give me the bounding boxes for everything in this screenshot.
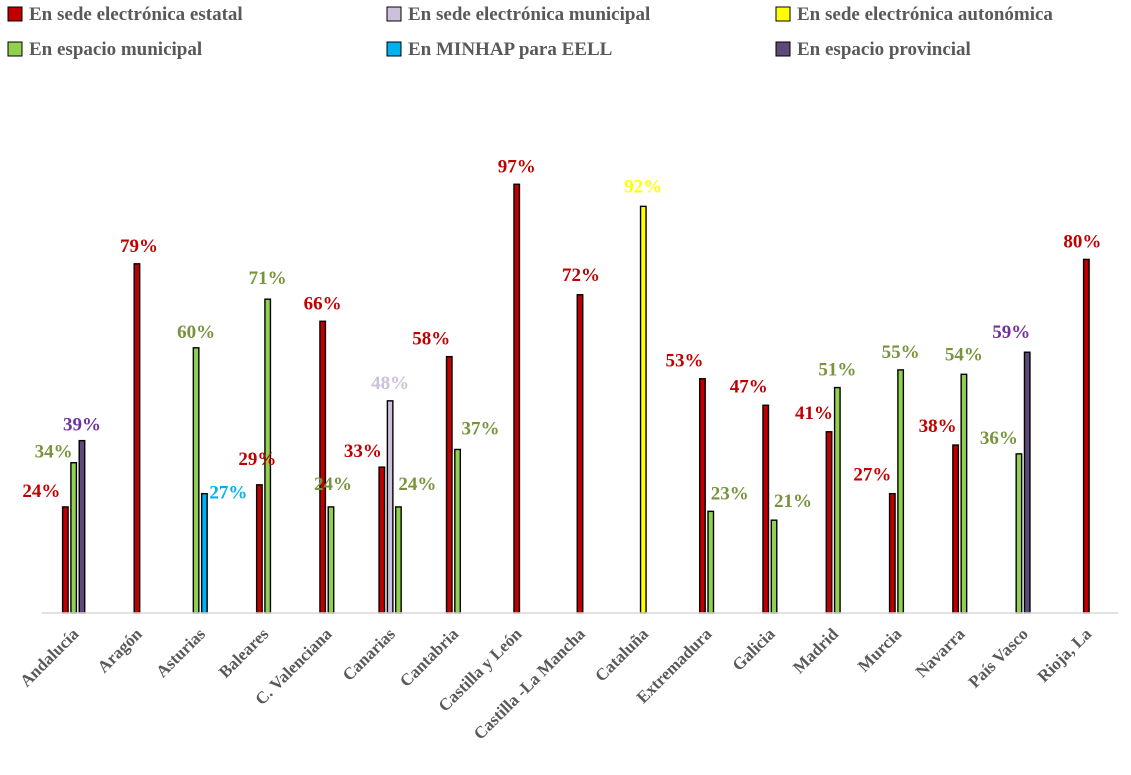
category-label-castilla-la-mancha: Castilla -La Mancha xyxy=(470,624,589,743)
data-label-andalucia-en-sede-electronica-estatal: 24% xyxy=(22,481,60,502)
bar-extremadura-en-sede-electronica-estatal xyxy=(698,378,706,614)
category-label-asturias: Asturias xyxy=(152,624,209,681)
data-label-cantabria-en-espacio-municipal: 37% xyxy=(462,418,500,439)
data-label-canarias-en-sede-electronica-estatal: 33% xyxy=(344,441,382,462)
data-label-madrid-en-espacio-municipal: 51% xyxy=(818,360,856,381)
bar-canarias-en-sede-electronica-municipal xyxy=(386,400,394,614)
bar-navarra-en-espacio-municipal xyxy=(960,373,968,614)
data-label-pais-vasco-en-espacio-municipal: 36% xyxy=(980,428,1018,449)
category-label-rioja-la: Rioja, La xyxy=(1034,624,1096,686)
data-label-pais-vasco-en-espacio-provincial: 59% xyxy=(992,322,1030,343)
legend-label-en-espacio-provincial: En espacio provincial xyxy=(797,39,971,60)
bar-asturias-en-minhap-para-eell xyxy=(200,492,208,614)
data-label-navarra-en-sede-electronica-estatal: 38% xyxy=(919,416,957,437)
data-label-c-valenciana-en-espacio-municipal: 24% xyxy=(314,474,352,495)
category-label-andalucia: Andalucía xyxy=(16,624,83,691)
data-label-castilla-y-leon-en-sede-electronica-estatal: 97% xyxy=(498,156,536,177)
data-label-aragon-en-sede-electronica-estatal: 79% xyxy=(120,236,158,257)
bar-murcia-en-sede-electronica-estatal xyxy=(888,492,896,614)
data-label-andalucia-en-espacio-provincial: 39% xyxy=(63,415,101,436)
bar-cataluna-en-sede-electronica-autonomica xyxy=(639,205,647,614)
data-label-murcia-en-sede-electronica-estatal: 27% xyxy=(853,465,891,486)
category-label-cantabria: Cantabria xyxy=(396,624,463,691)
bar-pais-vasco-en-espacio-provincial xyxy=(1023,351,1031,614)
data-label-navarra-en-espacio-municipal: 54% xyxy=(945,344,983,365)
data-label-galicia-en-espacio-municipal: 21% xyxy=(774,491,812,512)
data-label-asturias-en-minhap-para-eell: 27% xyxy=(209,483,247,504)
bar-rioja-la-en-sede-electronica-estatal xyxy=(1082,258,1090,614)
bar-aragon-en-sede-electronica-estatal xyxy=(133,263,141,614)
data-label-castilla-la-mancha-en-sede-electronica-estatal: 72% xyxy=(562,265,600,286)
bar-andalucia-en-espacio-municipal xyxy=(70,462,78,614)
data-label-andalucia-en-espacio-municipal: 34% xyxy=(35,442,73,463)
legend-swatch-en-sede-electronica-municipal xyxy=(386,6,402,22)
bar-canarias-en-espacio-municipal xyxy=(394,506,402,614)
bar-cantabria-en-sede-electronica-estatal xyxy=(445,355,453,614)
legend-swatch-en-sede-electronica-autonomica xyxy=(775,6,791,22)
category-label-pais-vasco: País Vasco xyxy=(965,624,1032,691)
bar-c-valenciana-en-espacio-municipal xyxy=(327,506,335,614)
bar-canarias-en-sede-electronica-estatal xyxy=(378,466,386,614)
data-label-canarias-en-sede-electronica-municipal: 48% xyxy=(371,373,409,394)
bar-baleares-en-sede-electronica-estatal xyxy=(255,484,263,614)
bar-asturias-en-espacio-municipal xyxy=(192,347,200,614)
bar-madrid-en-espacio-municipal xyxy=(833,386,841,614)
data-label-extremadura-en-sede-electronica-estatal: 53% xyxy=(665,351,703,372)
legend-swatch-en-espacio-provincial xyxy=(775,41,791,57)
category-label-galicia: Galicia xyxy=(729,624,780,675)
bar-extremadura-en-espacio-municipal xyxy=(707,510,715,614)
bar-murcia-en-espacio-municipal xyxy=(897,369,905,614)
data-label-canarias-en-espacio-municipal: 24% xyxy=(398,474,436,495)
data-label-extremadura-en-espacio-municipal: 23% xyxy=(711,483,749,504)
data-label-murcia-en-espacio-municipal: 55% xyxy=(882,342,920,363)
bar-castilla-la-mancha-en-sede-electronica-estatal xyxy=(576,294,584,614)
legend-swatch-en-sede-electronica-estatal xyxy=(7,6,23,22)
chart-data-labels: 24% 34% 39% 79% 60% 27% 29% 71% 66% 24% 33% 48% 24% 5… xyxy=(22,156,1101,512)
bar-galicia-en-sede-electronica-estatal xyxy=(762,404,770,614)
legend-label-en-sede-electronica-autonomica: En sede electrónica autonómica xyxy=(797,4,1053,25)
category-label-murcia: Murcia xyxy=(854,624,906,676)
data-label-cataluna-en-sede-electronica-autonomica: 92% xyxy=(624,176,662,197)
bar-andalucia-en-sede-electronica-estatal xyxy=(61,506,69,614)
data-label-galicia-en-sede-electronica-estatal: 47% xyxy=(730,376,768,397)
category-label-aragon: Aragón xyxy=(94,624,147,677)
bar-navarra-en-sede-electronica-estatal xyxy=(952,444,960,614)
data-label-asturias-en-espacio-municipal: 60% xyxy=(177,322,215,343)
legend-label-en-minhap-para-eell: En MINHAP para EELL xyxy=(408,39,612,60)
data-label-cantabria-en-sede-electronica-estatal: 58% xyxy=(412,329,450,350)
data-label-rioja-la-en-sede-electronica-estatal: 80% xyxy=(1063,231,1101,252)
bar-pais-vasco-en-espacio-municipal xyxy=(1015,453,1023,614)
legend-label-en-espacio-municipal: En espacio municipal xyxy=(29,39,202,60)
bar-andalucia-en-espacio-provincial xyxy=(78,439,86,614)
category-label-baleares: Baleares xyxy=(215,624,273,682)
category-label-canarias: Canarias xyxy=(339,624,399,684)
data-label-madrid-en-sede-electronica-estatal: 41% xyxy=(795,403,833,424)
bar-galicia-en-espacio-municipal xyxy=(770,519,778,614)
chart-legend: En sede electrónica estatal En sede elect… xyxy=(7,4,1053,60)
chart-bars xyxy=(61,183,1090,614)
category-label-navarra: Navarra xyxy=(912,624,969,681)
legend-swatch-en-minhap-para-eell xyxy=(386,41,402,57)
bar-madrid-en-sede-electronica-estatal xyxy=(825,431,833,614)
category-label-cataluna: Cataluña xyxy=(591,624,652,685)
data-label-baleares-en-sede-electronica-estatal: 29% xyxy=(238,449,276,470)
bar-c-valenciana-en-sede-electronica-estatal xyxy=(319,320,327,614)
legend-label-en-sede-electronica-municipal: En sede electrónica municipal xyxy=(408,4,650,25)
legend-swatch-en-espacio-municipal xyxy=(7,41,23,57)
data-label-c-valenciana-en-sede-electronica-estatal: 66% xyxy=(304,293,342,314)
data-label-baleares-en-espacio-municipal: 71% xyxy=(249,268,287,289)
category-label-madrid: Madrid xyxy=(789,624,842,677)
bar-cantabria-en-espacio-municipal xyxy=(454,448,462,614)
bar-castilla-y-leon-en-sede-electronica-estatal xyxy=(513,183,521,614)
legend-label-en-sede-electronica-estatal: En sede electrónica estatal xyxy=(29,4,243,25)
